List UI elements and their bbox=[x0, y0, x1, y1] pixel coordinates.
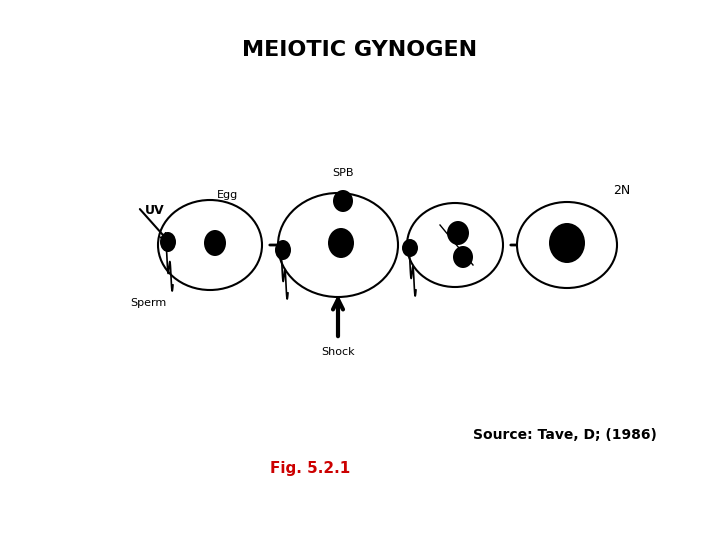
Ellipse shape bbox=[447, 221, 469, 245]
Text: UV: UV bbox=[145, 204, 165, 217]
Ellipse shape bbox=[204, 230, 226, 256]
Ellipse shape bbox=[158, 200, 262, 290]
Ellipse shape bbox=[275, 240, 291, 260]
Text: SPB: SPB bbox=[332, 168, 354, 178]
Text: 2N: 2N bbox=[613, 184, 631, 197]
Ellipse shape bbox=[278, 193, 398, 297]
Text: Source: Tave, D; (1986): Source: Tave, D; (1986) bbox=[473, 428, 657, 442]
Text: Shock: Shock bbox=[321, 347, 355, 357]
Ellipse shape bbox=[160, 232, 176, 252]
Ellipse shape bbox=[407, 203, 503, 287]
Ellipse shape bbox=[549, 223, 585, 263]
Text: Egg: Egg bbox=[217, 190, 238, 200]
Text: Sperm: Sperm bbox=[130, 298, 166, 308]
Ellipse shape bbox=[328, 228, 354, 258]
Ellipse shape bbox=[333, 190, 353, 212]
Text: Fig. 5.2.1: Fig. 5.2.1 bbox=[270, 461, 350, 476]
Ellipse shape bbox=[402, 239, 418, 257]
Ellipse shape bbox=[453, 246, 473, 268]
Text: MEIOTIC GYNOGEN: MEIOTIC GYNOGEN bbox=[243, 40, 477, 60]
Ellipse shape bbox=[517, 202, 617, 288]
